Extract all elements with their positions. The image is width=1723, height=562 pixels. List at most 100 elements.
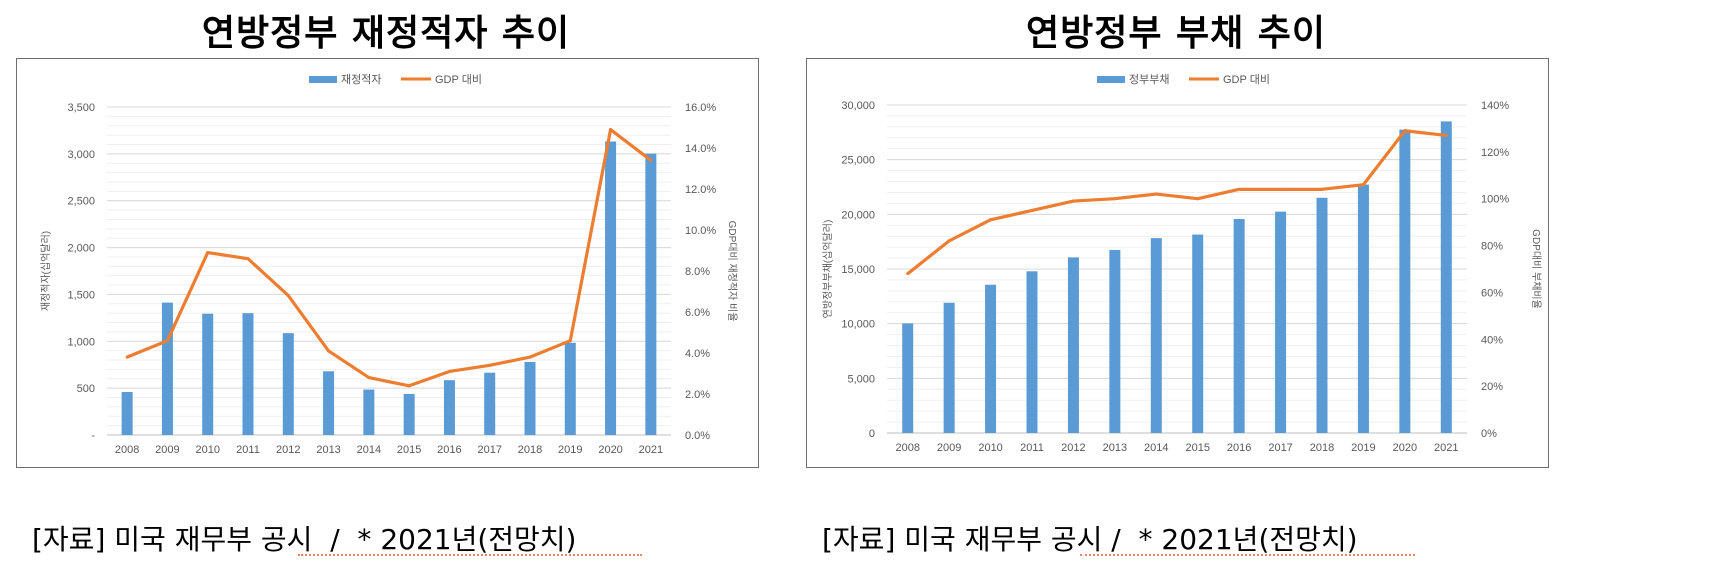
y-tick-label: 0: [869, 428, 875, 440]
y2-tick-label: 8.0%: [685, 266, 710, 278]
x-tick-label: 2016: [437, 444, 461, 456]
y-tick-label: 15,000: [841, 264, 875, 276]
bar-2011: [242, 313, 254, 435]
line-point-2021: [649, 158, 653, 162]
y2-tick-label: 0.0%: [685, 430, 710, 442]
chart-frame-debt: 0 5,000 10,000 15,000 20,000 25,000 30,000 0% 20…: [806, 58, 1549, 468]
chart-frame-deficit: - 500 1,000 1,500 2,000 2,500 3,000 3,500 0.0% 2.…: [16, 58, 759, 468]
x-tick-label: 2010: [978, 442, 1002, 454]
x-tick-label: 2013: [1103, 442, 1127, 454]
x-tick-label: 2014: [1144, 442, 1168, 454]
y2-tick-label: 40%: [1481, 334, 1503, 346]
line-point-2021: [1444, 133, 1448, 137]
bar-2016: [443, 380, 455, 435]
source-note-deficit: [자료] 미국 재무부 공시 / * 2021년(전망치): [32, 523, 577, 556]
y2-tick-label: 0%: [1481, 428, 1497, 440]
bar-2011: [1026, 271, 1038, 433]
line-point-2010: [206, 251, 210, 255]
bar-2010: [202, 313, 214, 435]
line-point-2015: [1196, 197, 1200, 201]
y-tick-label: 20,000: [841, 209, 875, 221]
source-underline-debt: [1080, 554, 1415, 556]
legend-bar-label: 정부부채: [1129, 73, 1169, 86]
y2-axis-title: GDP대비 재정적자 비율: [726, 221, 738, 322]
bar-2017: [1275, 211, 1287, 433]
x-tick-label: 2011: [1020, 442, 1044, 454]
y-tick-label: 1,000: [67, 336, 95, 348]
line-point-2017: [1279, 187, 1283, 191]
bar-2020: [1399, 129, 1411, 433]
x-tick-label: 2018: [1310, 442, 1334, 454]
y-tick-label: 25,000: [841, 155, 875, 167]
y2-tick-label: 10.0%: [685, 225, 716, 237]
bar-2020: [605, 141, 617, 435]
x-tick-label: 2009: [937, 442, 961, 454]
x-tick-label: 2020: [598, 444, 622, 456]
line-point-2019: [568, 339, 572, 343]
y-axis-title: 연방정부부채(십억달러): [822, 220, 834, 319]
bar-2014: [363, 389, 375, 435]
bar-2008: [902, 323, 914, 433]
bar-2019: [1357, 184, 1369, 433]
line-point-2012: [1071, 199, 1075, 203]
line-point-2018: [1320, 187, 1324, 191]
x-tick-label: 2011: [236, 444, 260, 456]
bar-2014: [1150, 238, 1162, 433]
bar-2021: [645, 153, 657, 435]
y2-tick-label: 20%: [1481, 381, 1503, 393]
y-tick-label: 5,000: [847, 373, 875, 385]
bar-2015: [403, 393, 415, 435]
gdp-ratio-line: [126, 127, 652, 388]
x-tick-label: 2010: [195, 444, 219, 456]
x-tick-label: 2008: [115, 444, 139, 456]
chart-title-debt: 연방정부 부채 추이: [1025, 13, 1327, 54]
y2-tick-label: 80%: [1481, 241, 1503, 253]
y-tick-label: 30,000: [841, 100, 875, 112]
line-point-2013: [327, 349, 331, 353]
line-point-2012: [286, 294, 290, 298]
x-tick-label: 2015: [1185, 442, 1209, 454]
bar-2015: [1192, 234, 1204, 433]
source-note-debt: [자료] 미국 재무부 공시 / * 2021년(전망치): [822, 523, 1358, 556]
y2-tick-label: 12.0%: [685, 184, 716, 196]
y2-tick-label: 16.0%: [685, 102, 716, 114]
line-point-2011: [246, 257, 250, 261]
bar-2010: [985, 284, 997, 433]
y2-tick-label: 140%: [1481, 100, 1509, 112]
line-point-2018: [528, 355, 532, 359]
x-tick-label: 2016: [1227, 442, 1251, 454]
line-point-2016: [447, 369, 451, 373]
y2-tick-label: 4.0%: [685, 348, 710, 360]
legend-line-label: GDP 대비: [435, 73, 482, 86]
y2-tick-label: 14.0%: [685, 143, 716, 155]
line-point-2015: [407, 384, 411, 388]
line-point-2019: [1361, 183, 1365, 187]
y2-axis-title: GDP대비 부채비율: [1530, 229, 1542, 309]
y2-tick-label: 100%: [1481, 194, 1509, 206]
y2-tick-label: 6.0%: [685, 307, 710, 319]
x-tick-label: 2012: [1061, 442, 1085, 454]
legend-line-label: GDP 대비: [1223, 73, 1270, 86]
line-point-2017: [488, 363, 492, 367]
y2-tick-label: 120%: [1481, 147, 1509, 159]
bar-2017: [484, 372, 496, 435]
x-tick-label: 2015: [397, 444, 421, 456]
legend-bar-label: 재정적자: [341, 73, 381, 86]
chart-title-deficit: 연방정부 재정적자 추이: [201, 13, 571, 54]
line-point-2011: [1030, 208, 1034, 212]
line-point-2010: [989, 218, 993, 222]
debt-chart: 0 5,000 10,000 15,000 20,000 25,000 30,000 0% 20…: [822, 73, 1542, 454]
x-tick-label: 2021: [639, 444, 663, 456]
line-point-2016: [1237, 187, 1241, 191]
bar-2019: [564, 342, 576, 435]
bar-2012: [1067, 257, 1079, 433]
line-point-2014: [367, 376, 371, 380]
line-point-2008: [125, 355, 129, 359]
x-tick-label: 2017: [1268, 442, 1292, 454]
y-tick-label: -: [91, 430, 95, 442]
y-tick-label: 1,500: [67, 289, 95, 301]
x-tick-label: 2019: [558, 444, 582, 456]
bar-2009: [943, 302, 955, 433]
y2-tick-label: 60%: [1481, 287, 1503, 299]
bar-2018: [1316, 197, 1328, 433]
